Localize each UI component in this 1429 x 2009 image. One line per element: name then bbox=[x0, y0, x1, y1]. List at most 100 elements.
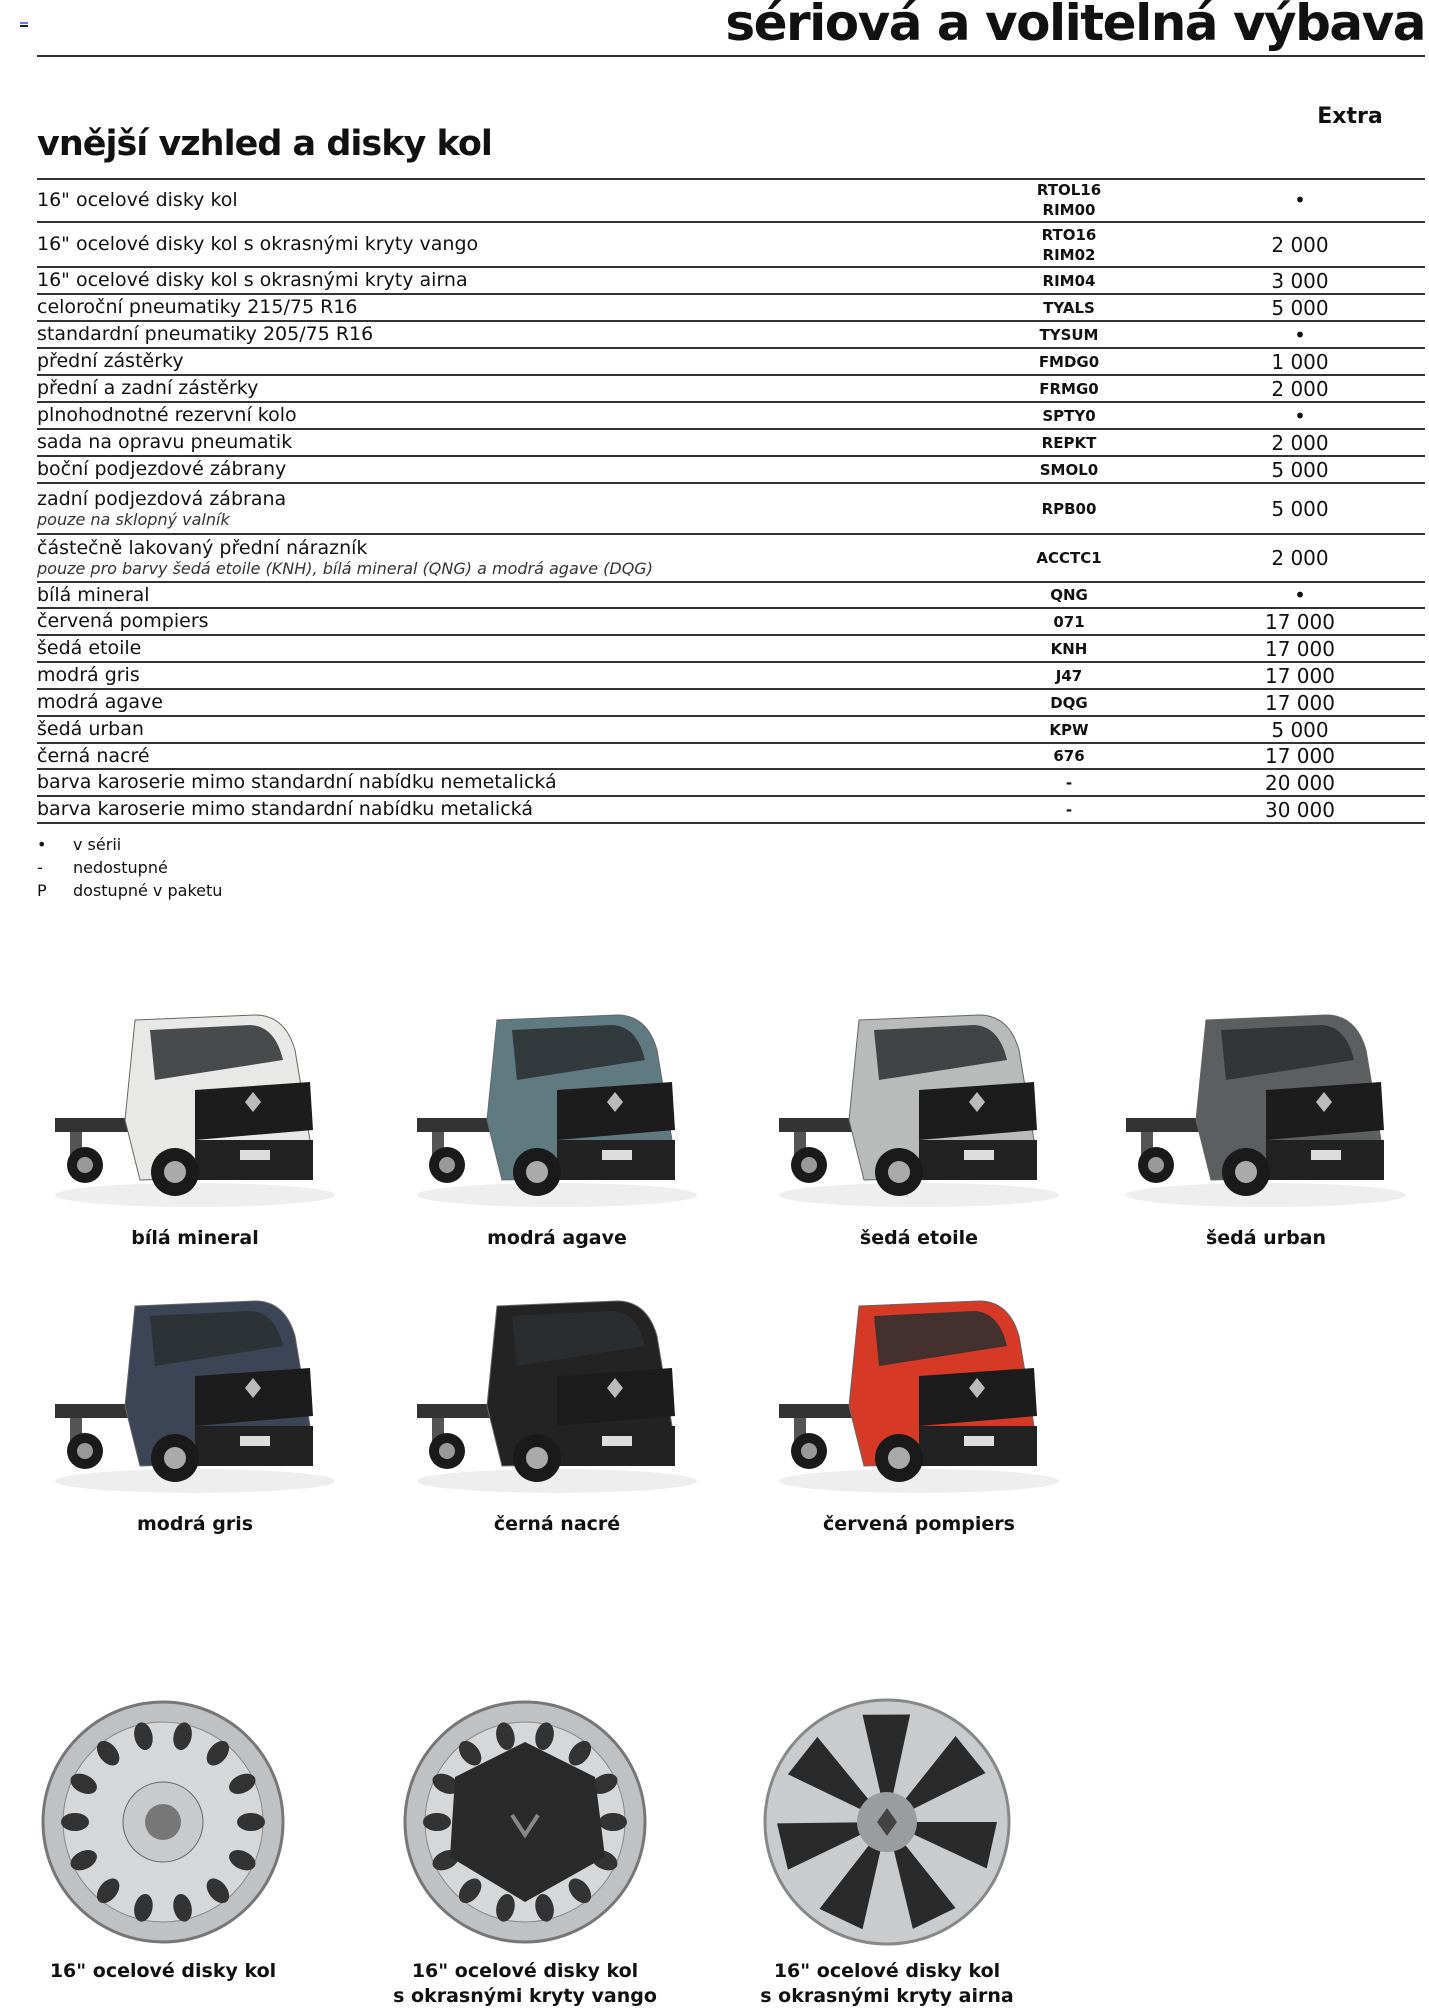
row-label: barva karoserie mimo standardní nabídku … bbox=[37, 772, 969, 793]
option-price: 17 000 bbox=[1265, 636, 1335, 661]
option-price: 5 000 bbox=[1271, 295, 1329, 320]
row-label-text: červená pompiers bbox=[37, 610, 209, 632]
option-price: 5 000 bbox=[1271, 496, 1329, 521]
option-code: KNH bbox=[1050, 639, 1088, 658]
row-label-text: standardní pneumatiky 205/75 R16 bbox=[37, 323, 374, 345]
row-label-text: černá nacré bbox=[37, 744, 150, 767]
table-row: částečně lakovaný přední nárazník pouze p… bbox=[37, 535, 1425, 583]
table-row: barva karoserie mimo standardní nabídku … bbox=[37, 797, 1425, 824]
row-label: 16" ocelové disky kol bbox=[37, 188, 969, 211]
wheel-image bbox=[400, 1697, 650, 1947]
row-label-text: 16" ocelové disky kol s okrasnými kryty … bbox=[37, 233, 479, 255]
color-name: bílá mineral bbox=[131, 1227, 259, 1249]
row-label-text: barva karoserie mimo standardní nabídku … bbox=[37, 771, 557, 793]
option-code: - bbox=[1065, 800, 1073, 819]
legend-symbol: P bbox=[37, 881, 47, 900]
option-price: 17 000 bbox=[1265, 609, 1335, 634]
car-color-tile: šedá etoile bbox=[754, 990, 1084, 1251]
table-row: 16" ocelové disky kol s okrasnými kryty … bbox=[37, 268, 1425, 295]
page-title: sériová a volitelná výbava bbox=[725, 0, 1426, 52]
legend-item: - nedostupné bbox=[37, 856, 222, 879]
color-name: modrá gris bbox=[136, 1513, 254, 1535]
option-code: 676 bbox=[1053, 747, 1085, 765]
option-code: RPB00 bbox=[1041, 499, 1097, 518]
option-code: TYALS bbox=[1043, 298, 1095, 317]
row-label-text: celoroční pneumatiky 215/75 R16 bbox=[37, 296, 358, 318]
option-code: QNG bbox=[1050, 586, 1088, 604]
row-label: přední a zadní zástěrky bbox=[37, 378, 969, 399]
legend-text: dostupné v paketu bbox=[73, 881, 223, 900]
row-label: zadní podjezdová zábrana pouze na sklopný… bbox=[37, 487, 969, 529]
equipment-table: 16" ocelové disky kol RTOL16 RIM00 • 16" oc… bbox=[37, 179, 1425, 824]
row-note: pouze pro barvy šedá etoile (KNH), bílá … bbox=[37, 559, 653, 578]
option-price: • bbox=[1294, 188, 1306, 212]
car-color-tile: červená pompiers bbox=[754, 1276, 1084, 1537]
row-label: standardní pneumatiky 205/75 R16 bbox=[37, 324, 969, 345]
car-image bbox=[392, 990, 722, 1220]
option-price: 2 000 bbox=[1271, 430, 1329, 455]
row-label-text: přední zástěrky bbox=[37, 350, 184, 372]
table-row: přední zástěrky FMDG0 1 000 bbox=[37, 349, 1425, 376]
wheel-caption: 16" ocelové disky kol bbox=[411, 1960, 639, 1982]
row-label: šedá etoile bbox=[37, 638, 969, 659]
option-price: 20 000 bbox=[1265, 770, 1335, 795]
wheel-image bbox=[38, 1697, 288, 1947]
row-label-text: plnohodnotné rezervní kolo bbox=[37, 404, 297, 426]
section-title: vnější vzhled a disky kol bbox=[37, 124, 493, 164]
table-row: celoroční pneumatiky 215/75 R16 TYALS 5 00… bbox=[37, 295, 1425, 322]
row-label-text: šedá etoile bbox=[37, 637, 142, 659]
row-label-text: 16" ocelové disky kol bbox=[37, 188, 238, 211]
brand-logo-icon bbox=[20, 22, 28, 30]
car-color-tile: šedá urban bbox=[1101, 990, 1429, 1251]
table-row: plnohodnotné rezervní kolo SPTY0 • bbox=[37, 403, 1425, 430]
row-label-text: zadní podjezdová zábrana bbox=[37, 487, 287, 510]
car-color-tile: černá nacré bbox=[392, 1276, 722, 1537]
car-color-tile: modrá gris bbox=[30, 1276, 360, 1537]
car-image bbox=[30, 990, 360, 1220]
table-row: sada na opravu pneumatik REPKT 2 000 bbox=[37, 430, 1425, 457]
option-price: 5 000 bbox=[1271, 717, 1329, 742]
row-label: boční podjezdové zábrany bbox=[37, 459, 969, 480]
option-price: 30 000 bbox=[1265, 797, 1335, 822]
row-label-text: modrá agave bbox=[37, 691, 163, 713]
wheel-tile: 16" ocelové disky kol bbox=[38, 1697, 288, 1984]
row-label-text: přední a zadní zástěrky bbox=[37, 377, 259, 399]
option-price: • bbox=[1294, 322, 1306, 347]
option-code: REPKT bbox=[1041, 433, 1097, 452]
option-price: 1 000 bbox=[1271, 349, 1329, 374]
car-image bbox=[754, 1276, 1084, 1506]
row-label: červená pompiers bbox=[37, 611, 969, 632]
row-label: 16" ocelové disky kol s okrasnými kryty … bbox=[37, 234, 969, 255]
row-label: bílá mineral bbox=[37, 584, 969, 606]
option-code: RTOL16 RIM00 bbox=[1036, 181, 1102, 219]
wheel-caption-line2: s okrasnými kryty vango bbox=[393, 1985, 657, 2007]
row-label: modrá gris bbox=[37, 665, 969, 686]
wheel-image bbox=[762, 1697, 1012, 1947]
option-code: RIM04 bbox=[1042, 271, 1096, 290]
row-label: černá nacré bbox=[37, 744, 969, 767]
option-code: DQG bbox=[1050, 693, 1088, 712]
row-label-text: barva karoserie mimo standardní nabídku … bbox=[37, 798, 533, 820]
table-row: 16" ocelové disky kol s okrasnými kryty … bbox=[37, 223, 1425, 268]
row-label-text: šedá urban bbox=[37, 718, 144, 740]
option-code: RTO16 RIM02 bbox=[1041, 225, 1097, 264]
table-row: standardní pneumatiky 205/75 R16 TYSUM • bbox=[37, 322, 1425, 349]
table-row: barva karoserie mimo standardní nabídku … bbox=[37, 770, 1425, 797]
option-code: ACCTC1 bbox=[1036, 549, 1102, 567]
row-label: šedá urban bbox=[37, 719, 969, 740]
table-top-divider bbox=[37, 178, 1425, 180]
row-label: 16" ocelové disky kol s okrasnými kryty … bbox=[37, 270, 969, 291]
car-color-tile: modrá agave bbox=[392, 990, 722, 1251]
option-code: SPTY0 bbox=[1042, 406, 1096, 425]
wheel-caption: 16" ocelové disky kol bbox=[773, 1960, 1001, 1982]
option-code: KPW bbox=[1049, 720, 1089, 739]
row-label: modrá agave bbox=[37, 692, 969, 713]
row-label-text: modrá gris bbox=[37, 664, 140, 686]
legend-symbol: - bbox=[37, 858, 43, 877]
table-row: zadní podjezdová zábrana pouze na sklopný… bbox=[37, 484, 1425, 535]
option-code: FMDG0 bbox=[1038, 352, 1100, 371]
car-color-tile: bílá mineral bbox=[30, 990, 360, 1251]
row-label: částečně lakovaný přední nárazník pouze p… bbox=[37, 538, 969, 579]
